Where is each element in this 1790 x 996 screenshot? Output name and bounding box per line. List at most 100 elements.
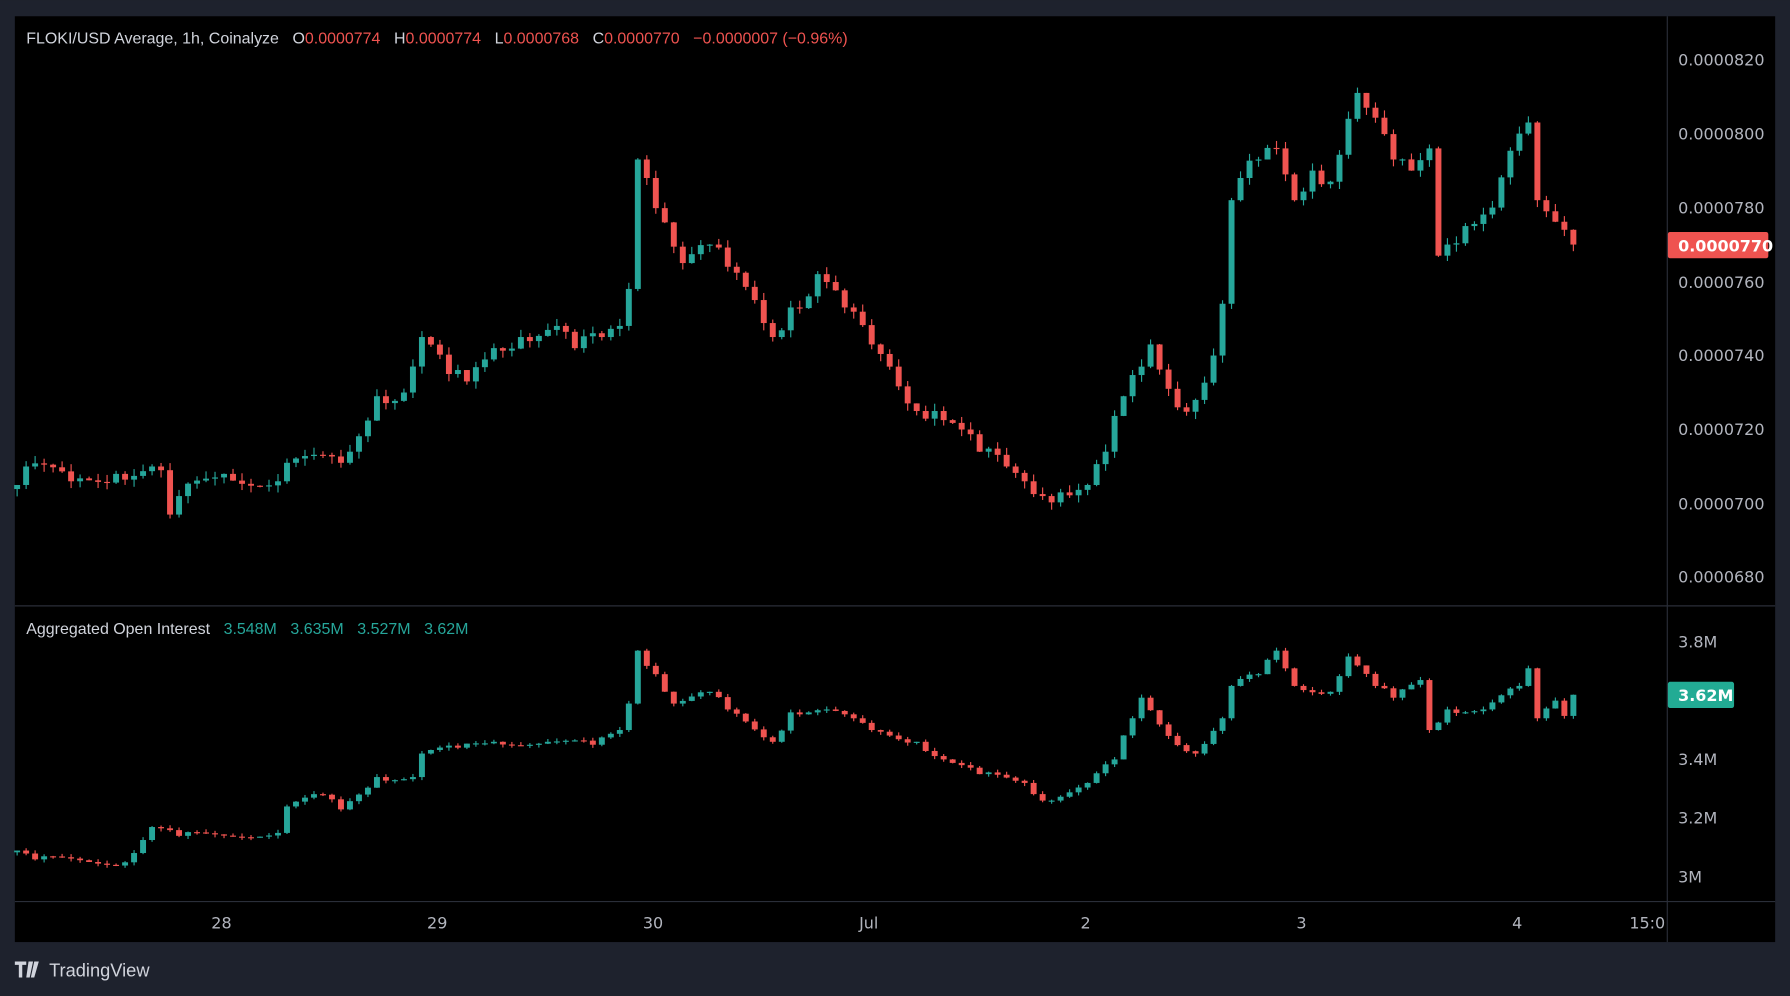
oi-candle bbox=[59, 856, 66, 858]
price-candle bbox=[194, 480, 201, 484]
price-candle bbox=[1129, 375, 1136, 397]
price-axis[interactable]: 0.0000820 0.0000800 0.0000780 0.0000760 … bbox=[1667, 50, 1773, 586]
oi-candle bbox=[1102, 764, 1109, 774]
oi-candle bbox=[598, 737, 605, 745]
price-candle bbox=[1102, 451, 1109, 465]
price-candle bbox=[1390, 134, 1397, 160]
oi-candle bbox=[490, 741, 497, 744]
price-candle bbox=[1372, 107, 1379, 118]
price-candle bbox=[463, 370, 470, 382]
price-candle bbox=[994, 448, 1001, 455]
oi-candle bbox=[293, 801, 299, 807]
oi-candle bbox=[1453, 709, 1460, 713]
price-candle bbox=[823, 274, 830, 283]
oi-candle bbox=[203, 832, 210, 834]
price-candle bbox=[203, 478, 210, 481]
oi-candle bbox=[149, 827, 156, 841]
price-candle bbox=[724, 247, 731, 267]
price-candle bbox=[1489, 207, 1496, 215]
price-candle bbox=[329, 454, 335, 457]
oi-candle bbox=[715, 691, 722, 698]
price-candle bbox=[1075, 489, 1082, 496]
price-candle bbox=[95, 480, 102, 482]
price-candle bbox=[850, 307, 857, 312]
price-tick: 0.0000680 bbox=[1678, 567, 1764, 586]
oi-candle bbox=[14, 850, 21, 853]
price-candle bbox=[1543, 200, 1550, 212]
oi-candle bbox=[77, 858, 84, 861]
oi-axis[interactable]: 3.8M 3.4M 3.2M 3M 3.62M bbox=[1667, 633, 1735, 887]
price-candle bbox=[1210, 355, 1217, 383]
price-candle bbox=[302, 456, 308, 459]
price-candle bbox=[346, 451, 353, 463]
price-candle bbox=[517, 337, 524, 349]
oi-candle bbox=[607, 733, 614, 738]
time-axis[interactable]: 28 29 30 Jul 2 3 4 15:0 bbox=[211, 913, 1665, 932]
oi-candle bbox=[517, 745, 524, 747]
oi-candle bbox=[1192, 751, 1199, 754]
oi-candle bbox=[32, 853, 39, 860]
price-legend: FLOKI/USD Average, 1h, Coinalyze O0.0000… bbox=[26, 31, 847, 48]
time-tick: 15:0 bbox=[1629, 913, 1665, 932]
price-candle bbox=[1201, 382, 1208, 400]
price-candle bbox=[418, 337, 425, 367]
price-candle bbox=[931, 411, 938, 419]
oi-candle bbox=[931, 750, 938, 757]
oi-title[interactable]: Aggregated Open Interest bbox=[26, 621, 210, 638]
price-candle bbox=[1480, 214, 1487, 224]
oi-tick: 3M bbox=[1678, 868, 1702, 887]
oi-candle bbox=[886, 731, 893, 736]
time-tick: 28 bbox=[211, 913, 231, 932]
last-price-label: 0.0000770 bbox=[1678, 236, 1773, 255]
oi-candle bbox=[562, 740, 569, 742]
oi-candle bbox=[104, 863, 111, 865]
price-tick: 0.0000720 bbox=[1678, 420, 1764, 439]
oi-candle bbox=[1570, 694, 1577, 716]
oi-candle bbox=[1255, 674, 1262, 676]
oi-candle bbox=[1417, 680, 1424, 685]
oi-candle bbox=[41, 856, 48, 860]
price-candle bbox=[409, 366, 416, 393]
price-candle bbox=[176, 496, 183, 515]
oi-candle bbox=[1408, 684, 1415, 690]
high-value: 0.0000774 bbox=[406, 31, 482, 48]
price-candle bbox=[1093, 464, 1100, 485]
price-candles bbox=[14, 87, 1577, 519]
price-candle bbox=[1066, 492, 1073, 496]
oi-candle bbox=[985, 772, 992, 775]
price-candle bbox=[922, 411, 929, 419]
price-candle bbox=[1408, 159, 1415, 171]
oi-candle bbox=[373, 777, 380, 788]
price-candle bbox=[1462, 226, 1469, 244]
time-tick: 3 bbox=[1296, 913, 1306, 932]
oi-candle bbox=[508, 744, 515, 746]
oi-candle bbox=[976, 767, 983, 775]
price-candle bbox=[634, 159, 641, 289]
price-candle bbox=[562, 325, 569, 332]
oi-candle bbox=[1048, 800, 1055, 802]
oi-candle bbox=[1372, 673, 1379, 686]
oi-candle bbox=[814, 710, 821, 713]
price-candle bbox=[1030, 481, 1037, 495]
symbol-title[interactable]: FLOKI/USD Average, 1h, Coinalyze bbox=[26, 31, 279, 48]
price-candle bbox=[1291, 174, 1298, 201]
price-candle bbox=[886, 353, 893, 367]
oi-candle bbox=[805, 712, 812, 715]
price-candle bbox=[1399, 159, 1406, 161]
oi-candle bbox=[796, 712, 803, 715]
price-candle bbox=[580, 336, 587, 349]
oi-candle bbox=[239, 836, 245, 838]
oi-candle bbox=[337, 799, 344, 810]
price-candle bbox=[23, 466, 30, 485]
price-candle bbox=[113, 473, 120, 483]
oi-candle bbox=[616, 730, 623, 734]
price-candle bbox=[131, 475, 138, 480]
price-candle bbox=[1525, 122, 1532, 134]
tradingview-logo[interactable]: TradingView bbox=[14, 959, 150, 980]
oi-candle bbox=[751, 721, 758, 730]
price-candle bbox=[1219, 303, 1226, 356]
price-candle bbox=[373, 396, 380, 421]
price-candle bbox=[185, 483, 192, 497]
oi-candle bbox=[140, 840, 147, 854]
